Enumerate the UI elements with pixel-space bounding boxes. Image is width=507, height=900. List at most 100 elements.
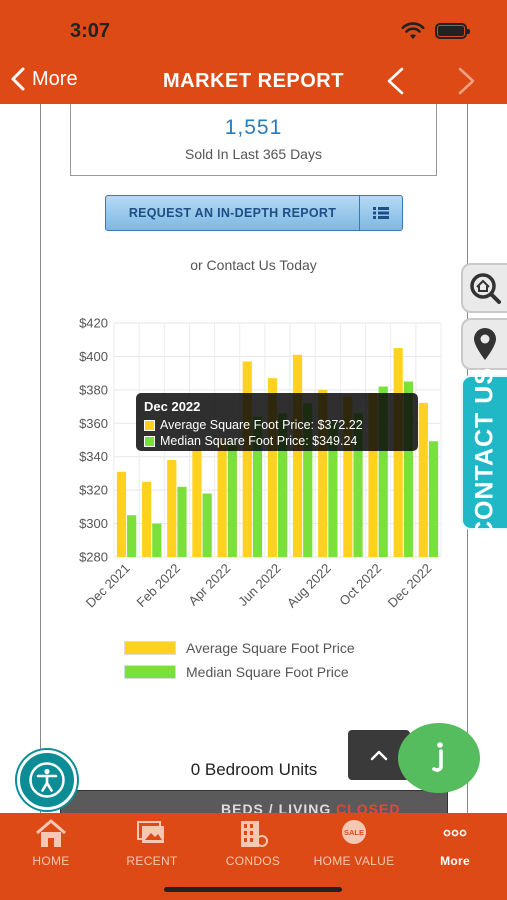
next-arrow-icon[interactable] [456, 66, 478, 96]
y-tick-label: $360 [79, 416, 108, 431]
listing-status-text: BEDS / LIVING CLOSED [221, 801, 401, 816]
bar-average [343, 396, 353, 557]
request-report-label: REQUEST AN IN-DEPTH REPORT [106, 196, 360, 230]
contact-us-text: or Contact Us Today [190, 257, 317, 273]
wifi-icon [401, 22, 425, 39]
bar-median [403, 381, 413, 557]
tab-more[interactable]: More [405, 819, 505, 868]
chat-icon [432, 742, 443, 772]
previous-arrow-icon[interactable] [384, 66, 406, 96]
average-swatch [144, 419, 155, 431]
sold-count: 1,551 [224, 116, 283, 139]
y-tick-label: $320 [79, 483, 108, 498]
bar-median [328, 419, 338, 557]
bar-average [116, 471, 127, 557]
bar-average [292, 354, 303, 557]
sale-tag-icon: SALE [342, 820, 366, 844]
chat-button[interactable] [398, 723, 480, 793]
house-icon [36, 819, 66, 847]
tab-home-value[interactable]: SALE HOME VALUE [304, 819, 404, 868]
x-tick-label: Oct 2022 [336, 561, 384, 609]
y-tick-label: $340 [79, 449, 108, 464]
y-tick-label: $280 [79, 550, 108, 565]
tab-home-label: HOME [32, 854, 70, 868]
section-heading: 0 Bedroom Units [190, 760, 318, 779]
bar-average [368, 393, 378, 557]
chart-tooltip: Dec 2022 Average Square Foot Price: $372… [136, 393, 418, 451]
bar-average [142, 481, 152, 557]
x-tick-label: Feb 2022 [134, 561, 183, 610]
back-label: More [32, 67, 78, 90]
map-pin-icon [474, 328, 496, 360]
x-tick-label: Dec 2021 [83, 561, 133, 611]
y-tick-label: $420 [79, 316, 108, 331]
svg-text:SALE: SALE [344, 828, 364, 837]
condo-building-icon [241, 821, 268, 847]
accessibility-icon [29, 762, 65, 798]
list-icon [360, 196, 402, 230]
bar-average [192, 450, 202, 557]
bar-median [127, 515, 137, 557]
tooltip-title: Dec 2022 [144, 399, 201, 414]
chevron-up-icon [370, 750, 388, 761]
bar-average [242, 361, 252, 557]
median-swatch [144, 435, 155, 447]
tooltip-row-median: Median Square Foot Price: $349.24 [144, 433, 410, 449]
bar-average [418, 402, 428, 557]
chevron-left-icon [11, 67, 25, 91]
legend-item-median[interactable]: Median Square Foot Price [124, 661, 355, 683]
contact-us-tab[interactable]: CONTACT US [461, 366, 507, 539]
bar-average [318, 389, 328, 557]
price-bar-chart: $280 $300 $320 $340 $360 $380 $400 $420 Dec 2021… [79, 316, 442, 611]
bar-median [202, 493, 212, 557]
bar-median [353, 413, 363, 557]
battery-icon [435, 23, 470, 39]
listing-status-bar: BEDS / LIVING CLOSED [60, 790, 448, 816]
bar-median [278, 413, 288, 557]
status-icons [401, 22, 470, 40]
chart-legend: Average Square Foot Price Median Square … [124, 637, 355, 685]
y-tick-label: $400 [79, 349, 108, 364]
bar-average [267, 378, 277, 557]
search-home-tab[interactable] [461, 263, 507, 313]
bar-average [393, 348, 403, 557]
sold-caption: Sold In Last 365 Days [185, 146, 322, 162]
back-button[interactable]: More [10, 66, 78, 92]
sold-stat-card: 1,551 Sold In Last 365 Days [70, 104, 437, 176]
status-closed: CLOSED [336, 801, 401, 816]
legend-label-average: Average Square Foot Price [186, 640, 355, 656]
tab-condos-label: CONDOS [225, 854, 281, 868]
map-pin-tab[interactable] [461, 318, 507, 370]
tab-home-value-label: HOME VALUE [313, 854, 395, 868]
bar-average [167, 460, 177, 557]
search-home-icon [470, 273, 501, 304]
status-prefix: BEDS / LIVING [221, 801, 332, 816]
bottom-tab-bar: HOME RECENT CONDOS SALE [0, 813, 507, 900]
recent-listings-icon [137, 821, 164, 843]
accessibility-button[interactable] [17, 750, 77, 810]
tab-home[interactable]: HOME [1, 819, 101, 868]
y-tick-label: $300 [79, 516, 108, 531]
bar-median [378, 386, 388, 557]
tab-more-label: More [440, 854, 470, 868]
bar-median [428, 441, 439, 557]
bar-median [152, 523, 162, 557]
tab-condos[interactable]: CONDOS [203, 819, 303, 868]
y-tick-label: $380 [79, 382, 108, 397]
legend-swatch-average [124, 641, 176, 655]
x-tick-label: Apr 2022 [185, 561, 233, 609]
status-time: 3:07 [70, 20, 111, 42]
bar-median [252, 416, 263, 557]
more-dots-icon [443, 829, 467, 837]
legend-item-average[interactable]: Average Square Foot Price [124, 637, 355, 659]
legend-swatch-median [124, 665, 176, 679]
tab-recent[interactable]: RECENT [102, 819, 202, 868]
x-tick-label: Jun 2022 [235, 561, 283, 609]
home-indicator [164, 887, 342, 892]
legend-label-median: Median Square Foot Price [186, 664, 349, 680]
contact-us-label: CONTACT US [470, 366, 499, 539]
tooltip-median-text: Median Square Foot Price: $349.24 [160, 434, 358, 448]
bar-average [217, 440, 227, 557]
request-report-button[interactable]: REQUEST AN IN-DEPTH REPORT [105, 195, 403, 231]
